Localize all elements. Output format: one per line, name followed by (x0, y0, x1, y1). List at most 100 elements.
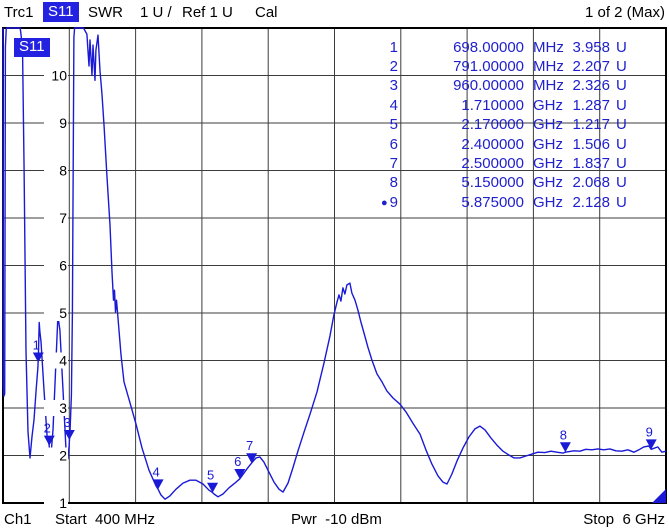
marker-frequency-unit: MHz (533, 77, 564, 95)
marker-value: 1.287 (572, 96, 610, 114)
marker-6-triangle[interactable] (234, 468, 246, 479)
y-tick-backing (44, 162, 68, 179)
marker-2-triangle[interactable] (43, 435, 55, 446)
marker-table-row[interactable]: 5 2.170000 GHz 1.217 U (0, 116, 669, 135)
marker-frequency: 5.150000 (461, 174, 524, 192)
marker-frequency: 2.400000 (461, 135, 524, 153)
marker-value: 1.506 (572, 135, 610, 153)
marker-table-row[interactable]: 2 791.00000 MHz 2.207 U (0, 58, 669, 77)
marker-value-unit: U (616, 174, 627, 192)
marker-1-number: 1 (33, 337, 40, 352)
marker-id: 4 (389, 96, 398, 114)
reference-value: Ref 1 U (182, 4, 233, 21)
marker-id: 3 (389, 77, 398, 95)
marker-value: 1.837 (572, 154, 610, 172)
marker-id: 7 (389, 154, 398, 172)
marker-3-triangle[interactable] (63, 430, 75, 441)
marker-4-number: 4 (152, 464, 159, 479)
y-tick-backing (44, 257, 68, 274)
marker-id: 5 (389, 116, 398, 134)
trace-name[interactable]: Trc1 (4, 4, 34, 21)
y-tick-label: 6 (59, 258, 67, 274)
y-tick-backing (44, 400, 68, 416)
y-tick-label: 5 (59, 305, 67, 321)
marker-table-row[interactable]: 1 698.00000 MHz 3.958 U (0, 39, 669, 58)
trace-tag-s11[interactable]: S11 (14, 38, 50, 57)
marker-8-number: 8 (560, 427, 567, 442)
marker-id: 2 (389, 57, 398, 75)
marker-id: ● 9 (381, 193, 398, 211)
marker-1-triangle[interactable] (32, 352, 44, 363)
y-tick-label: 7 (59, 210, 67, 226)
marker-5-triangle[interactable] (207, 482, 219, 493)
marker-frequency-unit: GHz (533, 193, 563, 211)
marker-value-unit: U (616, 116, 627, 134)
marker-value-unit: U (616, 193, 627, 211)
y-tick-label: 9 (59, 115, 67, 131)
marker-value-unit: U (616, 154, 627, 172)
marker-table-row[interactable]: 7 2.500000 GHz 1.837 U (0, 155, 669, 174)
marker-frequency: 2.500000 (461, 154, 524, 172)
marker-frequency-unit: GHz (533, 96, 563, 114)
marker-frequency: 698.00000 (453, 38, 524, 56)
marker-6-number: 6 (234, 454, 241, 469)
measurement-selector[interactable]: S11 (43, 2, 79, 22)
marker-table-row[interactable]: 4 1.710000 GHz 1.287 U (0, 97, 669, 116)
marker-frequency-unit: MHz (533, 38, 564, 56)
trace-format[interactable]: SWR (88, 4, 123, 21)
marker-value-unit: U (616, 57, 627, 75)
y-tick-label: 4 (59, 353, 67, 369)
y-tick-backing (44, 447, 68, 464)
marker-value-unit: U (616, 135, 627, 153)
trace-status-bar: Trc1 S11 SWR 1 U / Ref 1 U Cal 1 of 2 (M… (0, 0, 669, 27)
y-tick-backing (44, 495, 68, 511)
page-indicator: 1 of 2 (Max) (584, 4, 665, 21)
marker-value: 2.068 (572, 174, 610, 192)
marker-frequency-unit: GHz (533, 174, 563, 192)
marker-value-unit: U (616, 96, 627, 114)
channel-name[interactable]: Ch1 (4, 511, 32, 528)
marker-4-triangle[interactable] (152, 479, 164, 490)
y-tick-backing (44, 305, 68, 321)
y-tick-label: 8 (59, 163, 67, 179)
marker-id: 6 (389, 135, 398, 153)
marker-frequency-unit: GHz (533, 135, 563, 153)
y-tick-label: 10 (51, 68, 67, 84)
y-tick-backing (44, 67, 68, 84)
marker-table-row[interactable]: 6 2.400000 GHz 1.506 U (0, 136, 669, 155)
marker-value: 1.217 (572, 116, 610, 134)
marker-table-row[interactable]: 8 5.150000 GHz 2.068 U (0, 174, 669, 193)
marker-9-triangle[interactable] (645, 439, 657, 450)
marker-8-triangle[interactable] (559, 442, 571, 453)
stop-frequency[interactable]: Stop 6 GHz (583, 511, 665, 528)
marker-readout-table: 1 698.00000 MHz 3.958 U 2 791.00000 MHz 2.207 U 3 9… (0, 0, 669, 240)
marker-id: 1 (389, 38, 398, 56)
y-tick-label: 2 (59, 448, 67, 464)
active-marker-dot: ● (381, 196, 388, 209)
y-tick-backing (44, 210, 68, 226)
marker-value: 2.326 (572, 77, 610, 95)
marker-frequency-unit: GHz (533, 154, 563, 172)
marker-3-number: 3 (64, 415, 71, 430)
marker-frequency-unit: MHz (533, 57, 564, 75)
y-tick-label: 3 (59, 400, 67, 416)
marker-frequency: 5.875000 (461, 193, 524, 211)
marker-5-number: 5 (207, 468, 214, 483)
marker-7-number: 7 (246, 438, 253, 453)
marker-table-row[interactable]: ● 9 5.875000 GHz 2.128 U (0, 194, 669, 213)
start-frequency[interactable]: Start 400 MHz (55, 511, 156, 528)
source-power[interactable]: Pwr -10 dBm (291, 511, 382, 528)
marker-2-number: 2 (44, 421, 51, 436)
scale-per-division: 1 U / (140, 4, 172, 21)
marker-frequency: 791.00000 (453, 57, 524, 75)
marker-frequency: 2.170000 (461, 116, 524, 134)
marker-table-row[interactable]: 3 960.00000 MHz 2.326 U (0, 77, 669, 96)
marker-value-unit: U (616, 77, 627, 95)
marker-value: 2.207 (572, 57, 610, 75)
marker-9-number: 9 (646, 424, 653, 439)
y-tick-label: 1 (59, 495, 67, 511)
marker-7-triangle[interactable] (246, 453, 258, 464)
